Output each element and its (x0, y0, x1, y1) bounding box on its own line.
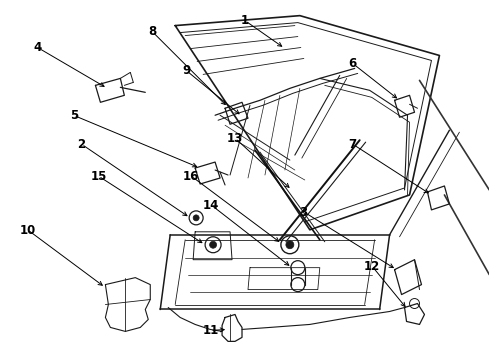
Text: 1: 1 (241, 14, 249, 27)
Circle shape (205, 237, 221, 253)
Circle shape (189, 211, 203, 225)
Circle shape (286, 241, 294, 249)
Circle shape (291, 261, 305, 275)
Text: 12: 12 (364, 260, 380, 273)
Text: 13: 13 (227, 132, 244, 145)
Text: 3: 3 (299, 206, 308, 219)
Text: 5: 5 (70, 109, 78, 122)
Text: 9: 9 (182, 64, 191, 77)
Circle shape (281, 236, 299, 254)
Text: 11: 11 (203, 324, 219, 337)
Text: 15: 15 (90, 170, 107, 183)
Circle shape (291, 278, 305, 292)
Circle shape (410, 298, 419, 309)
Circle shape (210, 241, 217, 248)
Text: 4: 4 (33, 41, 42, 54)
Text: 6: 6 (348, 57, 357, 70)
Text: 8: 8 (148, 25, 156, 38)
Text: 7: 7 (348, 138, 357, 150)
Circle shape (193, 215, 199, 221)
Text: 16: 16 (183, 170, 199, 183)
Text: 2: 2 (77, 138, 85, 150)
Text: 10: 10 (20, 224, 36, 237)
Text: 14: 14 (202, 199, 219, 212)
